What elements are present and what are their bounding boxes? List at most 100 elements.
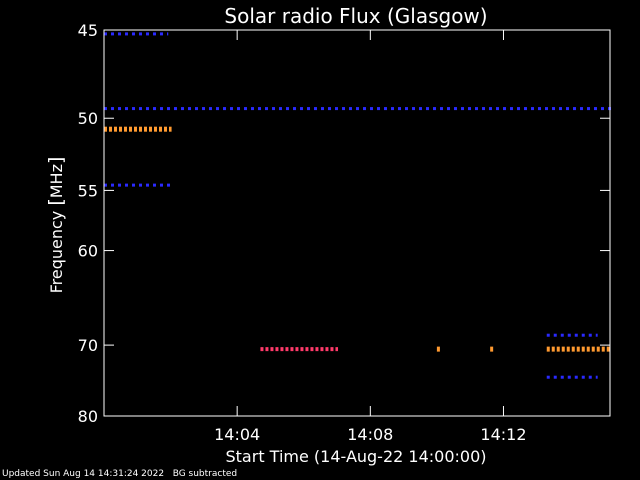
band-cell [125,183,128,187]
band-cell [290,347,294,352]
band-cell [335,347,339,352]
band-cell [310,347,314,352]
footer-updated: Updated Sun Aug 14 14:31:24 2022 [2,469,165,479]
band-cell [188,107,191,111]
band-cell [391,107,394,111]
band-cell [230,107,233,111]
band-cell [167,32,169,36]
y-tick-label: 60 [78,242,98,261]
band-cell [601,107,604,111]
band-cell [295,347,299,352]
band-cell [586,346,590,352]
band-cell [574,333,578,337]
band-8 [546,333,598,337]
footer-note: BG subtracted [172,469,238,479]
band-cell [363,107,366,111]
band-0 [104,32,169,36]
band-cell [111,183,114,187]
band-cell [468,107,471,111]
band-cell [104,126,107,132]
band-cell [104,107,107,111]
band-cell [356,107,359,111]
band-cell [566,107,569,111]
band-cell [490,346,494,352]
band-cell [556,346,560,352]
band-cell [517,107,520,111]
y-tick-label: 50 [78,109,98,128]
band-cell [153,32,156,36]
band-cell [237,107,240,111]
band-cell [342,107,345,111]
band-cell [118,183,121,187]
band-cell [146,107,149,111]
band-cell [606,346,610,352]
y-tick-label: 70 [78,336,98,355]
band-cell [285,347,289,352]
band-cell [546,346,550,352]
y-tick-label: 55 [78,181,98,200]
band-cell [300,347,304,352]
band-cell [553,333,557,337]
x-tick-label: 14:08 [347,425,393,444]
band-cell [300,107,303,111]
band-cell [164,126,167,132]
band-cell [305,347,309,352]
band-cell [426,107,429,111]
band-cell [132,183,135,187]
band-cell [601,346,605,352]
band-cell [545,107,548,111]
band-cell [581,375,585,379]
band-cell [461,107,464,111]
band-cell [531,107,534,111]
x-axis-label: Start Time (14-Aug-22 14:00:00) [226,447,487,466]
band-cell [104,183,107,187]
band-cell [588,333,592,337]
band-cell [129,126,132,132]
band-cell [551,346,555,352]
band-cell [496,107,499,111]
band-cell [270,347,274,352]
band-cell [286,107,289,111]
band-cell [265,347,269,352]
band-cell [560,375,564,379]
band-cell [553,375,557,379]
bands-layer [104,32,611,379]
band-cell [275,347,279,352]
band-cell [111,107,114,111]
band-cell [594,107,597,111]
band-cell [566,346,570,352]
band-cell [154,126,157,132]
band-cell [581,346,585,352]
y-axis-label-text: Frequency [47,206,66,294]
band-cell [384,107,387,111]
band-cell [146,183,149,187]
band-cell [174,107,177,111]
band-cell [377,107,380,111]
band-cell [433,107,436,111]
band-cell [315,347,319,352]
band-cell [160,107,163,111]
band-cell [139,183,142,187]
band-cell [349,107,352,111]
band-cell [109,126,112,132]
band-cell [209,107,212,111]
band-cell [370,107,373,111]
band-cell [588,375,592,379]
band-cell [125,32,128,36]
band-5 [436,346,440,352]
band-cell [454,107,457,111]
band-cell [595,375,598,379]
band-cell [181,107,184,111]
band-cell [489,107,492,111]
band-cell [153,183,156,187]
y-tick-label: 45 [78,21,98,40]
band-cell [538,107,541,111]
band-cell [265,107,268,111]
band-cell [111,32,114,36]
plot-frame [103,29,611,417]
band-cell [567,333,571,337]
band-cell [587,107,590,111]
band-cell [167,183,170,187]
band-cell [560,333,564,337]
